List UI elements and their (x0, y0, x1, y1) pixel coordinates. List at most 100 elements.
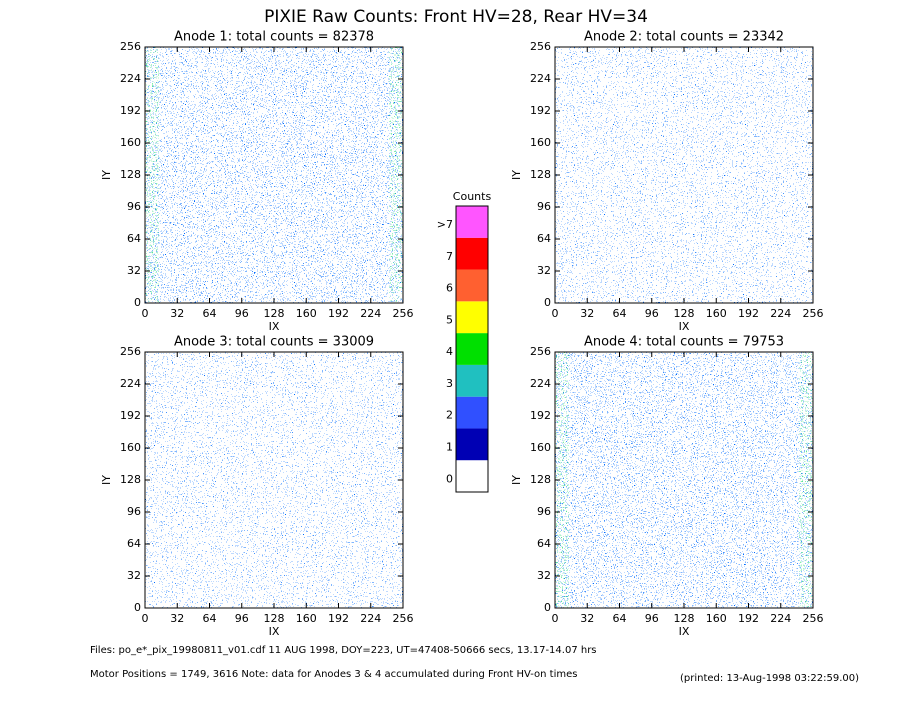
x-tick-label: 224 (360, 612, 381, 625)
x-tick-label: 128 (674, 612, 695, 625)
colorbar-label: >7 (437, 218, 453, 231)
y-tick-label: 32 (537, 569, 551, 582)
y-tick-label: 256 (120, 345, 141, 358)
x-tick-label: 160 (706, 307, 727, 320)
y-tick-label: 128 (120, 168, 141, 181)
x-tick-label: 0 (142, 307, 149, 320)
colorbar-swatch (456, 396, 488, 429)
colorbar-label: 5 (446, 313, 453, 326)
y-axis-label: IY (510, 475, 523, 485)
heatmap-texture (145, 352, 403, 608)
y-tick-label: 128 (120, 473, 141, 486)
x-tick-label: 192 (328, 612, 349, 625)
colorbar-label: 7 (446, 250, 453, 263)
footer-printed: (printed: 13-Aug-1998 03:22:59.00) (680, 673, 859, 684)
y-tick-label: 224 (530, 72, 551, 85)
y-tick-label: 256 (530, 40, 551, 53)
x-tick-label: 224 (360, 307, 381, 320)
x-tick-label: 160 (706, 612, 727, 625)
x-tick-label: 192 (738, 612, 759, 625)
y-tick-label: 0 (544, 296, 551, 309)
y-tick-label: 160 (530, 136, 551, 149)
x-tick-label: 96 (235, 307, 249, 320)
x-axis-label: IX (269, 625, 280, 638)
x-tick-label: 224 (770, 307, 791, 320)
x-tick-label: 160 (296, 307, 317, 320)
y-tick-label: 160 (120, 136, 141, 149)
heatmap-texture (555, 47, 813, 303)
y-tick-label: 32 (127, 264, 141, 277)
colorbar-label: 4 (446, 345, 453, 358)
panel-title: Anode 3: total counts = 33009 (174, 335, 374, 350)
colorbar-swatch (456, 237, 488, 270)
x-tick-label: 96 (235, 612, 249, 625)
y-tick-label: 224 (120, 377, 141, 390)
x-tick-label: 256 (803, 307, 824, 320)
colorbar-swatch (456, 333, 488, 365)
x-tick-label: 192 (328, 307, 349, 320)
y-tick-label: 0 (134, 296, 141, 309)
colorbar-swatch (456, 428, 488, 461)
y-tick-label: 256 (120, 40, 141, 53)
y-tick-label: 192 (120, 409, 141, 422)
y-tick-label: 160 (120, 441, 141, 454)
colorbar-frame (455, 205, 489, 493)
x-tick-label: 64 (203, 612, 217, 625)
x-tick-label: 32 (580, 612, 594, 625)
colorbar-label: 6 (446, 282, 453, 295)
x-tick-label: 256 (393, 612, 414, 625)
y-tick-label: 96 (537, 200, 551, 213)
x-tick-label: 224 (770, 612, 791, 625)
x-tick-label: 192 (738, 307, 759, 320)
y-axis-label: IY (100, 475, 113, 485)
x-tick-label: 64 (613, 612, 627, 625)
y-tick-label: 192 (530, 409, 551, 422)
colorbar-label: 0 (446, 472, 453, 485)
y-tick-label: 64 (537, 537, 551, 550)
y-tick-label: 32 (127, 569, 141, 582)
colorbar-swatch (456, 460, 488, 492)
y-tick-label: 64 (537, 232, 551, 245)
x-tick-label: 64 (613, 307, 627, 320)
x-tick-label: 96 (645, 612, 659, 625)
x-tick-label: 128 (264, 307, 285, 320)
x-tick-label: 256 (393, 307, 414, 320)
y-tick-label: 160 (530, 441, 551, 454)
heatmap-texture (145, 47, 403, 303)
y-tick-label: 256 (530, 345, 551, 358)
x-tick-label: 0 (552, 307, 559, 320)
y-tick-label: 64 (127, 232, 141, 245)
y-tick-label: 96 (127, 200, 141, 213)
y-tick-label: 96 (537, 505, 551, 518)
panel-title: Anode 2: total counts = 23342 (584, 30, 784, 45)
colorbar-swatch (456, 269, 488, 302)
y-tick-label: 32 (537, 264, 551, 277)
y-tick-label: 64 (127, 537, 141, 550)
colorbar-swatch (456, 364, 488, 397)
y-tick-label: 192 (530, 104, 551, 117)
y-tick-label: 0 (544, 601, 551, 614)
colorbar-label: 3 (446, 377, 453, 390)
x-tick-label: 32 (580, 307, 594, 320)
x-axis-label: IX (679, 625, 690, 638)
panel-title: Anode 4: total counts = 79753 (584, 335, 784, 350)
y-axis-label: IY (100, 170, 113, 180)
colorbar-label: 1 (446, 441, 453, 454)
colorbar-title: Counts (453, 190, 492, 203)
footer-motor: Motor Positions = 1749, 3616 Note: data … (90, 669, 577, 680)
x-tick-label: 256 (803, 612, 824, 625)
heatmap-texture (555, 352, 813, 608)
footer-files: Files: po_e*_pix_19980811_v01.cdf 11 AUG… (90, 645, 597, 656)
y-tick-label: 96 (127, 505, 141, 518)
x-axis-label: IX (679, 320, 690, 333)
x-tick-label: 32 (170, 307, 184, 320)
y-tick-label: 128 (530, 168, 551, 181)
y-tick-label: 128 (530, 473, 551, 486)
x-tick-label: 32 (170, 612, 184, 625)
x-tick-label: 128 (674, 307, 695, 320)
colorbar-swatch (456, 301, 488, 334)
colorbar-swatch (456, 206, 488, 238)
x-tick-label: 160 (296, 612, 317, 625)
colorbar-label: 2 (446, 409, 453, 422)
